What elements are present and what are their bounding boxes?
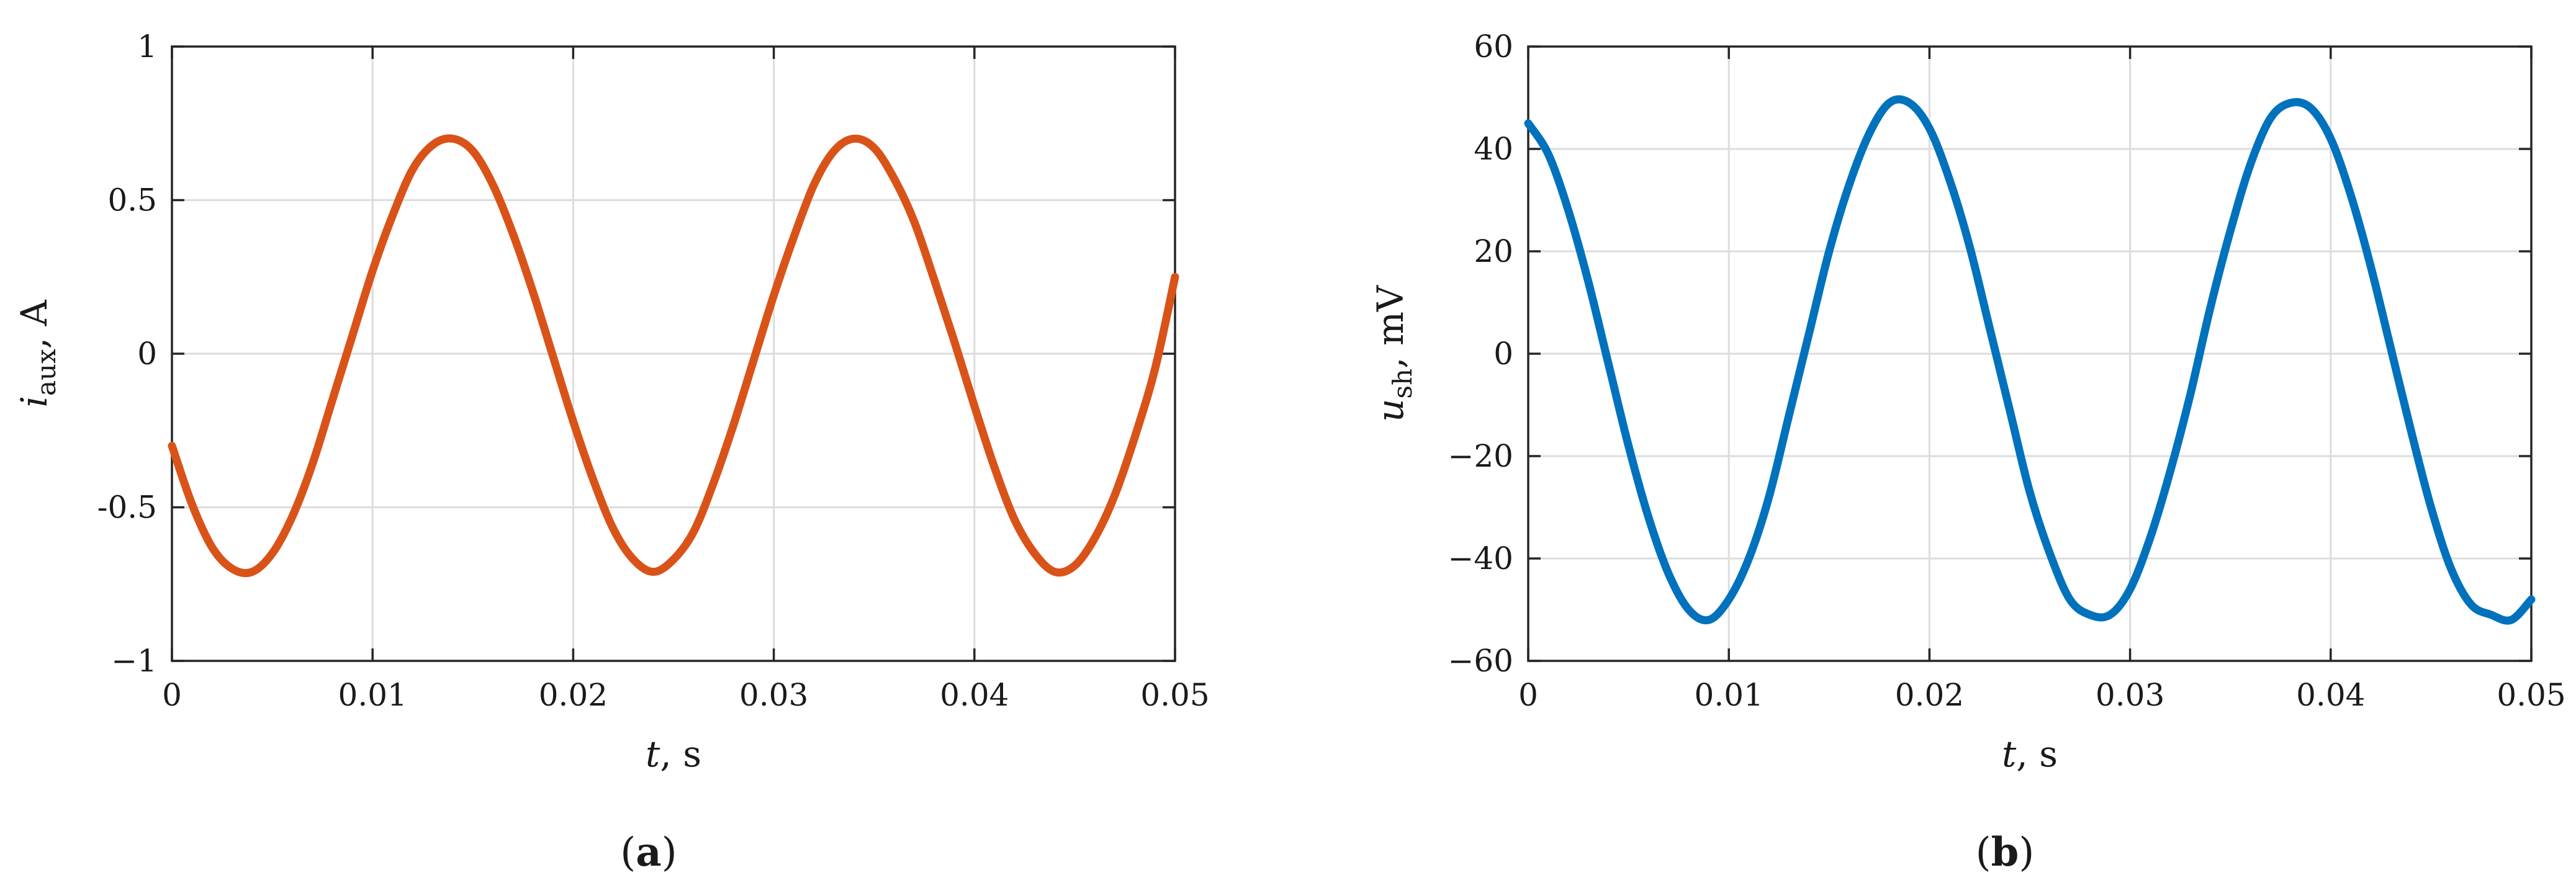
chart-a-y-tick-labels: −1 -0.5 0 0.5 1 (97, 29, 157, 679)
chart-b-y-tick-label: −20 (1448, 438, 1513, 474)
chart-a-grid (172, 47, 1175, 661)
chart-b-y-axis-label: ush, mV (1369, 285, 1418, 422)
chart-b-x-axis-label: t, s (2002, 733, 2058, 775)
chart-a-panel-open: ( (620, 830, 636, 876)
chart-a-ticks (171, 45, 1176, 662)
chart-a-x-tick-labels: 0 0.01 0.02 0.03 0.04 0.05 (162, 677, 1210, 713)
chart-b-y-axis-unit: , mV (1369, 285, 1412, 369)
chart-a-panel-label: (a) (620, 829, 677, 876)
chart-a-y-axis-symbol: i (13, 396, 55, 408)
chart-b-y-tick-label: 60 (1474, 29, 1513, 65)
chart-a-y-axis-label: iaux, A (13, 299, 61, 407)
chart-b-series-line (1524, 95, 2536, 625)
chart-a: 0 0.01 0.02 0.03 0.04 0.05 −1 -0.5 0 0.5 1 t, s i… (13, 29, 1210, 876)
chart-b-y-axis-subscript: sh (1387, 369, 1418, 399)
chart-a-panel-letter: a (636, 829, 661, 876)
chart-b-x-tick-label: 0.01 (1695, 677, 1763, 713)
chart-a-y-tick-label: 1 (137, 29, 157, 65)
chart-b-y-tick-label: 20 (1474, 233, 1513, 269)
chart-a-panel-close: ) (662, 830, 677, 876)
chart-b-panel-letter: b (1991, 829, 2019, 876)
chart-a-y-tick-label: -0.5 (97, 490, 157, 526)
chart-b-x-tick-labels: 0 0.01 0.02 0.03 0.04 0.05 (1518, 677, 2566, 713)
chart-b-x-tick-label: 0.02 (1895, 677, 1964, 713)
chart-b-x-axis-symbol: t (2002, 733, 2017, 775)
chart-b-grid (1528, 47, 2531, 661)
chart-b-y-tick-label: 40 (1474, 131, 1513, 167)
chart-b-x-tick-label: 0.05 (2497, 677, 2565, 713)
chart-b-x-tick-label: 0 (1518, 677, 1538, 713)
chart-a-x-tick-label: 0 (162, 677, 182, 713)
chart-a-x-tick-label: 0.05 (1140, 677, 1209, 713)
chart-a-x-axis-unit: , s (660, 733, 701, 775)
chart-b-panel-label: (b) (1976, 829, 2035, 876)
chart-b-x-tick-label: 0.03 (2096, 677, 2164, 713)
chart-b-y-axis-symbol: u (1369, 399, 1412, 422)
chart-b: 0 0.01 0.02 0.03 0.04 0.05 −60 −40 −20 0 20 40 60 t… (1369, 29, 2566, 876)
chart-b-x-axis-unit: , s (2016, 733, 2058, 775)
chart-a-x-tick-label: 0.01 (338, 677, 407, 713)
chart-a-y-tick-label: 0.5 (107, 182, 157, 218)
chart-b-y-tick-labels: −60 −40 −20 0 20 40 60 (1448, 29, 1513, 679)
chart-b-y-tick-label: −60 (1448, 643, 1513, 679)
chart-b-x-tick-label: 0.04 (2296, 677, 2365, 713)
chart-b-panel-open: ( (1976, 830, 1991, 876)
chart-a-y-axis-subscript: aux (31, 349, 61, 396)
chart-a-y-tick-label: −1 (111, 643, 157, 679)
chart-b-y-tick-label: −40 (1448, 540, 1513, 576)
chart-a-x-tick-label: 0.03 (739, 677, 808, 713)
chart-b-ticks (1527, 45, 2533, 662)
chart-a-x-tick-label: 0.04 (940, 677, 1009, 713)
chart-b-y-tick-label: 0 (1493, 336, 1513, 372)
chart-a-series-line (168, 134, 1179, 577)
chart-a-x-axis-label: t, s (646, 733, 701, 775)
chart-a-y-tick-label: 0 (137, 336, 157, 372)
chart-b-panel-close: ) (2019, 830, 2034, 876)
chart-a-x-tick-label: 0.02 (539, 677, 608, 713)
chart-a-x-axis-symbol: t (646, 733, 660, 775)
chart-a-y-axis-unit: , A (13, 299, 55, 349)
